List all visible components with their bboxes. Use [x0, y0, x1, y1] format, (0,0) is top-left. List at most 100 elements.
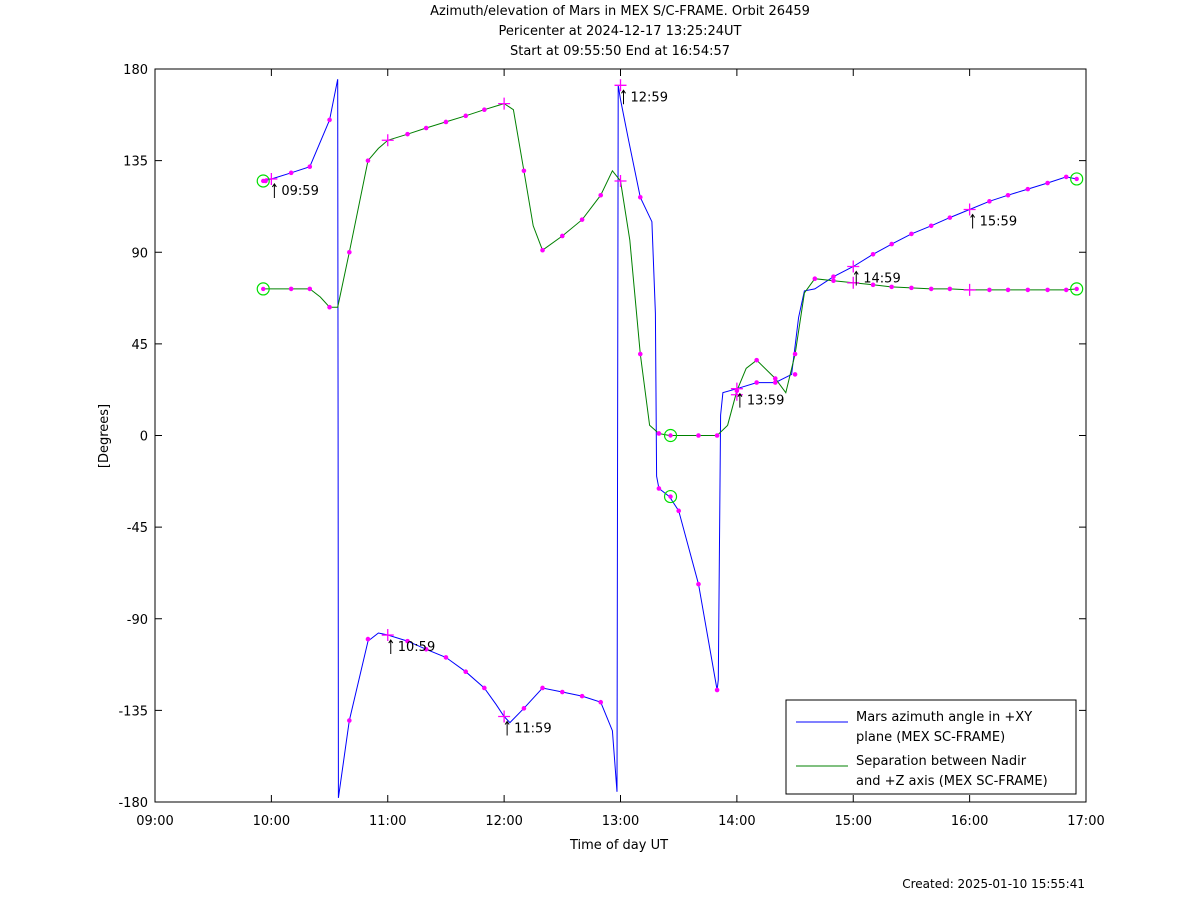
dot-marker-49	[560, 233, 565, 239]
dot-marker-12	[540, 685, 545, 691]
cross-marker-7	[381, 134, 394, 147]
legend-label-separation-line1: Separation between Nadir	[856, 754, 1027, 769]
dot-marker-64	[947, 286, 953, 292]
dot-marker-56	[754, 357, 759, 363]
dot-marker-25	[812, 276, 818, 282]
dot-marker-18	[676, 508, 681, 514]
dot-marker-11	[521, 706, 527, 711]
dot-marker-34	[1025, 186, 1031, 192]
y-tick-label-6: -90	[127, 613, 148, 628]
dot-marker-42	[405, 131, 410, 137]
x-tick-label-4: 13:00	[602, 814, 639, 829]
circle-marker-3	[663, 489, 678, 504]
dot-marker-22	[754, 380, 759, 385]
time-annotation-arrow-4	[737, 392, 743, 408]
dot-marker-50	[579, 217, 585, 222]
dot-marker-35	[1045, 180, 1050, 186]
dot-marker-10	[482, 685, 487, 691]
time-annotation-label-5: 14:59	[863, 272, 900, 287]
x-tick-label-8: 17:00	[1067, 814, 1104, 829]
dot-marker-4	[347, 718, 352, 723]
time-annotation-arrow-6	[970, 213, 976, 229]
cross-marker-8	[498, 97, 511, 110]
x-tick-label-6: 15:00	[835, 814, 872, 829]
cross-marker-9	[614, 174, 627, 187]
circle-marker-center-3	[668, 494, 673, 499]
x-tick-label-5: 14:00	[718, 814, 755, 829]
dot-marker-54	[696, 433, 701, 438]
legend-label-azimuth-line2: plane (MEX SC-FRAME)	[856, 730, 1005, 745]
dot-marker-26	[831, 274, 836, 279]
dot-marker-6	[405, 638, 410, 644]
x-tick-label-1: 10:00	[253, 814, 290, 829]
circle-marker-2	[663, 428, 678, 443]
dot-marker-43	[423, 125, 429, 131]
dot-marker-67	[1025, 287, 1031, 293]
time-annotation-label-6: 15:59	[980, 214, 1017, 229]
cross-marker-11	[847, 276, 860, 289]
x-tick-label-3: 12:00	[485, 814, 522, 829]
x-tick-label-7: 16:00	[951, 814, 988, 829]
dot-marker-59	[831, 278, 836, 284]
cross-marker-1	[381, 629, 394, 642]
dot-marker-7	[423, 646, 429, 652]
dot-marker-5	[365, 636, 371, 642]
cross-marker-2	[498, 710, 511, 723]
dot-marker-36	[1063, 174, 1069, 180]
dot-marker-53	[656, 431, 662, 436]
dot-marker-69	[1063, 287, 1069, 293]
marker-layer	[256, 79, 1084, 723]
dot-marker-20	[714, 687, 720, 693]
circle-marker-center-2	[668, 433, 673, 438]
dot-marker-51	[598, 192, 604, 198]
dot-marker-45	[463, 113, 469, 119]
dot-marker-3	[327, 117, 332, 123]
axes-layer: 09:00 10:00 11:00 12:00 13:00 14:00 15:00 16:00…	[118, 63, 1104, 829]
chart-subtitle-start-end: Start at 09:55:50 End at 16:54:57	[509, 44, 731, 59]
dot-marker-61	[889, 284, 894, 290]
x-tick-label-2: 11:00	[369, 814, 406, 829]
series-layer	[263, 79, 1077, 798]
dot-marker-24	[792, 372, 798, 377]
circle-marker-0	[256, 174, 270, 188]
created-timestamp: Created: 2025-01-10 15:55:41	[902, 877, 1085, 891]
series-line-0	[263, 79, 1077, 798]
dot-marker-28	[889, 241, 894, 247]
dot-marker-27	[870, 251, 876, 257]
dot-marker-60	[870, 282, 876, 288]
time-annotation-arrow-1	[388, 639, 394, 655]
dot-marker-9	[463, 669, 469, 674]
dot-marker-14	[579, 693, 585, 699]
circle-marker-1	[256, 282, 270, 296]
x-axis-label: Time of day UT	[569, 838, 668, 853]
x-tick-label-0: 09:00	[136, 814, 173, 829]
dot-marker-13	[560, 689, 565, 695]
chart-title: Azimuth/elevation of Mars in MEX S/C-FRA…	[430, 4, 810, 19]
dot-marker-55	[714, 433, 720, 438]
time-annotation-label-0: 09:59	[281, 184, 318, 199]
y-tick-label-1: 135	[123, 155, 148, 170]
dot-marker-23	[772, 380, 778, 385]
y-axis-label: [Degrees]	[97, 404, 112, 468]
y-tick-label-3: 45	[131, 338, 148, 353]
legend-label-azimuth-line1: Mars azimuth angle in +XY	[856, 710, 1032, 725]
dot-marker-66	[1005, 287, 1011, 293]
dot-marker-29	[909, 231, 914, 237]
time-annotation-arrow-5	[853, 270, 859, 286]
cross-marker-6	[963, 203, 976, 216]
circle-marker-5	[1070, 282, 1084, 296]
y-tick-label-0: 180	[123, 63, 148, 78]
circle-marker-4	[1070, 172, 1084, 186]
circle-marker-center-1	[261, 286, 266, 292]
dot-marker-62	[909, 285, 914, 291]
dot-marker-65	[987, 287, 992, 293]
dot-marker-52	[637, 351, 643, 357]
y-tick-label-5: -45	[127, 521, 148, 536]
circle-marker-center-5	[1074, 286, 1079, 292]
dot-marker-58	[792, 351, 798, 357]
dot-marker-68	[1045, 287, 1050, 293]
dot-marker-57	[772, 376, 778, 381]
time-annotation-label-3: 12:59	[631, 90, 668, 105]
dot-marker-48	[540, 247, 545, 253]
dot-marker-19	[696, 581, 701, 587]
